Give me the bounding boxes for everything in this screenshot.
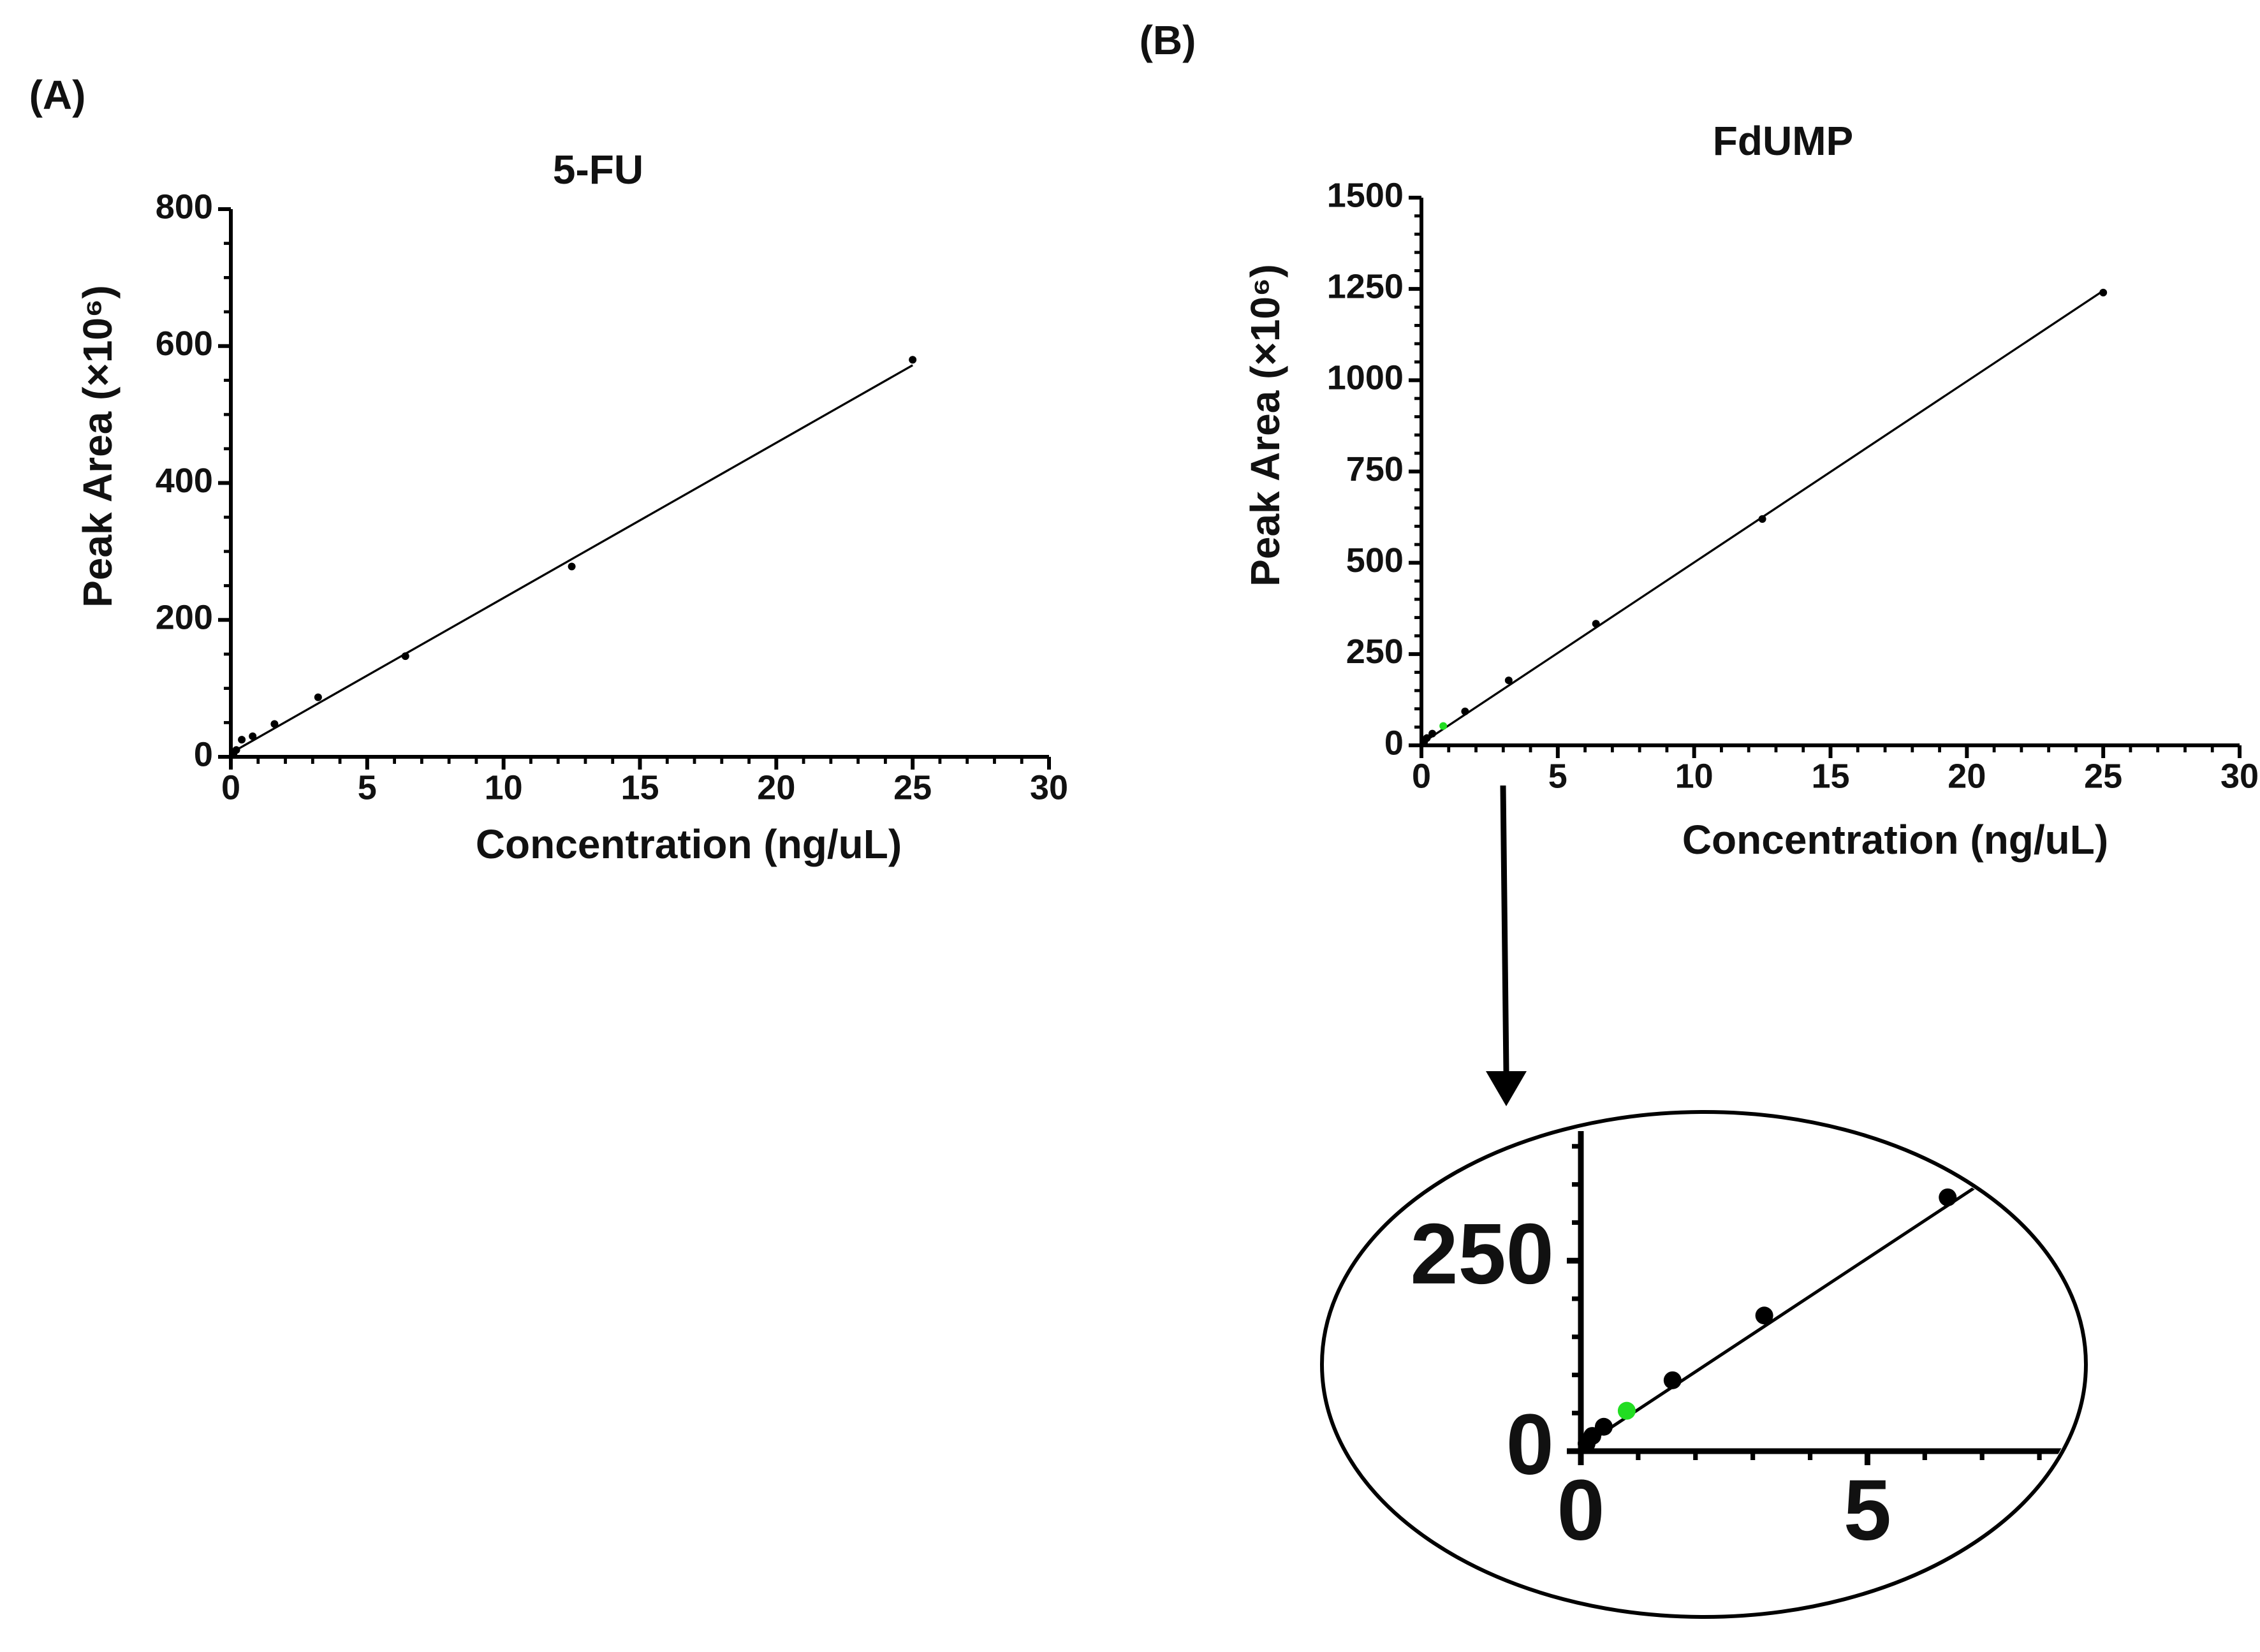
- y-tick-label: 800: [156, 187, 213, 226]
- y-tick-label: 250: [1346, 632, 1404, 671]
- y-axis-label: Peak Area (×10⁶): [1242, 264, 1288, 587]
- x-tick-label: 15: [620, 769, 659, 807]
- y-tick-label: 0: [194, 735, 213, 773]
- data-point: [1439, 722, 1447, 730]
- x-tick-label: 25: [2084, 757, 2122, 796]
- x-tick-label: 5: [358, 769, 377, 807]
- fit-line: [237, 365, 913, 750]
- chart-panel: (B) FdUMP Concentration (ng/uL) Peak Area (…: [1140, 17, 2259, 863]
- y-tick-label: 400: [156, 462, 213, 500]
- x-tick-label: 10: [485, 769, 523, 807]
- x-tick-label: 5: [1548, 757, 1567, 796]
- data-point: [1461, 708, 1469, 715]
- y-tick-label: 0: [1384, 724, 1404, 762]
- data-point: [238, 736, 246, 743]
- data-point: [314, 694, 322, 701]
- data-point: [1664, 1371, 1682, 1389]
- y-tick-label: 0: [1506, 1396, 1554, 1493]
- y-tick-label: 750: [1346, 450, 1404, 488]
- x-tick-label: 30: [2220, 757, 2259, 796]
- x-tick-label: 10: [1675, 757, 1713, 796]
- y-tick-label: 600: [156, 325, 213, 363]
- x-axis-label: Concentration (ng/uL): [1682, 817, 2108, 863]
- y-axis-label: Peak Area (×10⁶): [75, 285, 121, 608]
- chart-title: FdUMP: [1713, 118, 1853, 164]
- data-point: [1595, 1418, 1613, 1436]
- x-tick-label: 20: [1948, 757, 1986, 796]
- data-point: [270, 720, 278, 727]
- data-point: [1505, 676, 1513, 684]
- data-point: [1592, 620, 1600, 627]
- x-tick-label: 0: [1557, 1462, 1604, 1558]
- data-point: [568, 562, 576, 570]
- x-tick-label: 5: [1844, 1462, 1891, 1558]
- data-point: [249, 733, 256, 740]
- panel-label: (A): [29, 72, 86, 118]
- y-tick-label: 500: [1346, 541, 1404, 580]
- data-point: [1939, 1188, 1956, 1206]
- data-point: [402, 652, 409, 660]
- x-tick-label: 30: [1030, 769, 1068, 807]
- data-point: [1759, 515, 1766, 523]
- y-tick-label: 250: [1411, 1206, 1554, 1302]
- y-tick-label: 200: [156, 599, 213, 637]
- x-tick-label: 25: [893, 769, 932, 807]
- y-tick-label: 1500: [1327, 176, 1404, 214]
- data-point: [1618, 1402, 1636, 1420]
- data-point: [2099, 289, 2107, 296]
- zoom-arrow: [1503, 786, 1506, 1071]
- chart-title: 5-FU: [553, 147, 643, 193]
- zoom-arrowhead: [1486, 1071, 1527, 1106]
- panel-label: (B): [1140, 17, 1196, 63]
- data-point: [909, 356, 916, 363]
- data-point: [233, 746, 240, 754]
- x-tick-label: 0: [1412, 757, 1431, 796]
- chart-panel: (A) 5-FU Concentration (ng/uL) Peak Area (×…: [29, 72, 1068, 867]
- y-tick-label: 1000: [1327, 359, 1404, 397]
- x-tick-label: 0: [221, 769, 240, 807]
- data-point: [1428, 730, 1436, 738]
- x-axis-label: Concentration (ng/uL): [476, 821, 902, 867]
- y-tick-label: 1250: [1327, 267, 1404, 305]
- fit-line: [1581, 502, 2260, 1447]
- data-point: [1756, 1306, 1773, 1324]
- x-tick-label: 15: [1811, 757, 1849, 796]
- x-tick-label: 20: [757, 769, 795, 807]
